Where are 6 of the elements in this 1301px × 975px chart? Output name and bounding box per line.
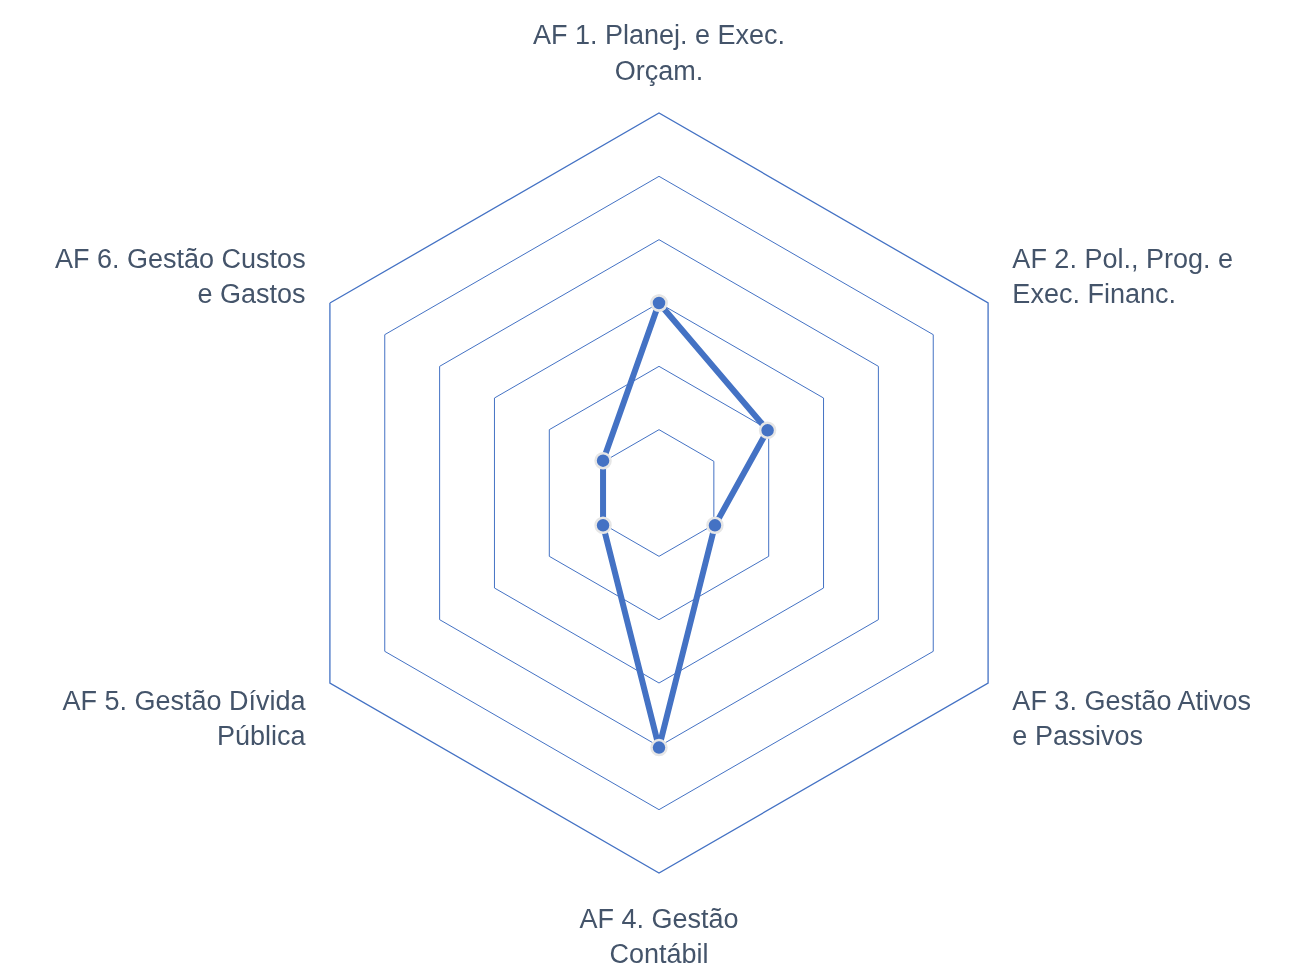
spoke-label: AF 4. Gestão Contábil bbox=[579, 904, 739, 970]
spoke-label: AF 5. Gestão Dívida Pública bbox=[62, 685, 307, 752]
spoke-label: AF 2. Pol., Prog. e Exec. Financ. bbox=[1012, 244, 1233, 310]
spoke-label: AF 3. Gestão Ativos e Passivos bbox=[1012, 685, 1252, 752]
spoke-label: AF 6. Gestão Custos e Gastos bbox=[55, 244, 306, 310]
spoke-label: AF 1. Planej. e Exec. Orçam. bbox=[532, 20, 786, 86]
